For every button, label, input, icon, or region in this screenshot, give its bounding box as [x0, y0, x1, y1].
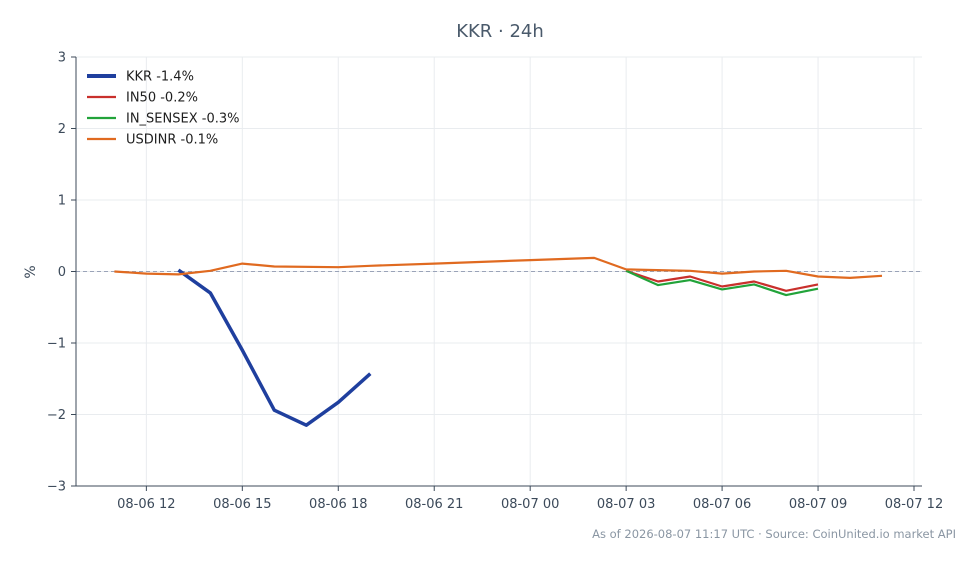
x-tick-label: 08-06 15	[213, 497, 271, 512]
x-tick-label: 08-06 21	[405, 497, 463, 512]
y-tick-label: −3	[47, 480, 66, 495]
x-tick-label: 08-07 09	[789, 497, 847, 512]
axes: −3 −2 −1 0 1 2 3 08-06 12 08-06 15 08-06 18 08-06 …	[47, 51, 943, 513]
legend-item: IN_SENSEX -0.3%	[87, 112, 239, 127]
series-line-usdinr	[114, 256, 883, 279]
chart-title: KKR · 24h	[456, 21, 544, 42]
x-tick-label: 08-07 12	[885, 497, 943, 512]
y-tick-label: 3	[58, 51, 66, 66]
y-tick-label: −1	[47, 337, 66, 352]
y-tick-label: −2	[47, 408, 66, 423]
x-tick-label: 08-06 12	[117, 497, 175, 512]
x-tick-label: 08-07 00	[501, 497, 559, 512]
x-tick-label: 08-07 03	[597, 497, 655, 512]
legend-label: USDINR -0.1%	[126, 133, 218, 148]
y-axis-label: %	[23, 265, 39, 278]
x-tick-label: 08-07 06	[693, 497, 751, 512]
series-line-in-sensex	[625, 269, 819, 297]
legend-item: KKR -1.4%	[87, 70, 194, 85]
legend-item: USDINR -0.1%	[87, 133, 218, 148]
legend-label: KKR -1.4%	[126, 70, 194, 85]
series-line-in50	[625, 269, 819, 292]
x-tick-label: 08-06 18	[309, 497, 367, 512]
footer-source-note: As of 2026-08-07 11:17 UTC · Source: Coi…	[592, 527, 956, 541]
legend: KKR -1.4% IN50 -0.2% IN_SENSEX -0.3% USDINR…	[87, 70, 239, 148]
y-tick-label: 0	[58, 265, 66, 280]
y-tick-label: 1	[58, 194, 66, 209]
y-tick-label: 2	[58, 122, 66, 137]
legend-label: IN50 -0.2%	[126, 91, 198, 106]
series-lines	[114, 256, 883, 427]
legend-item: IN50 -0.2%	[87, 91, 198, 106]
series-line-kkr	[177, 268, 372, 427]
legend-label: IN_SENSEX -0.3%	[126, 112, 239, 127]
